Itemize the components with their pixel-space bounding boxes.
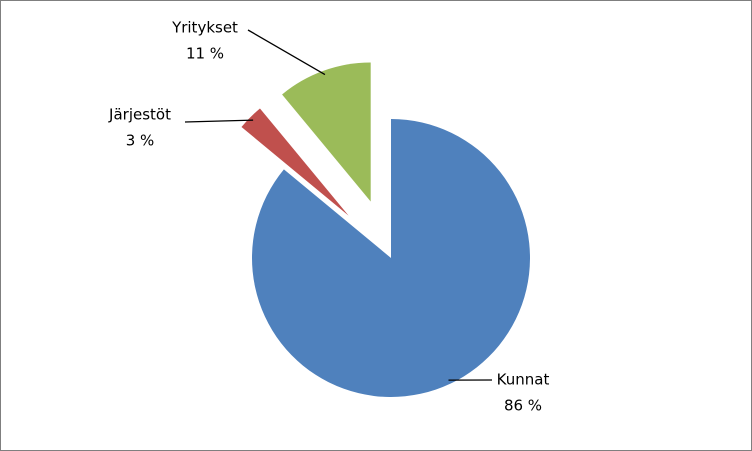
leader-line (184, 119, 254, 123)
slice-value-label: 3 % (126, 132, 155, 150)
slice-label: Kunnat (497, 371, 550, 389)
pie-slice (252, 119, 530, 397)
leader-line (247, 29, 326, 76)
slice-value-label: 86 % (504, 397, 542, 415)
pie-slice (282, 62, 371, 202)
slice-value-label: 11 % (186, 45, 224, 63)
slice-label: Yritykset (171, 19, 238, 37)
pie-slice (241, 108, 349, 216)
slice-label: Järjestöt (108, 106, 171, 124)
